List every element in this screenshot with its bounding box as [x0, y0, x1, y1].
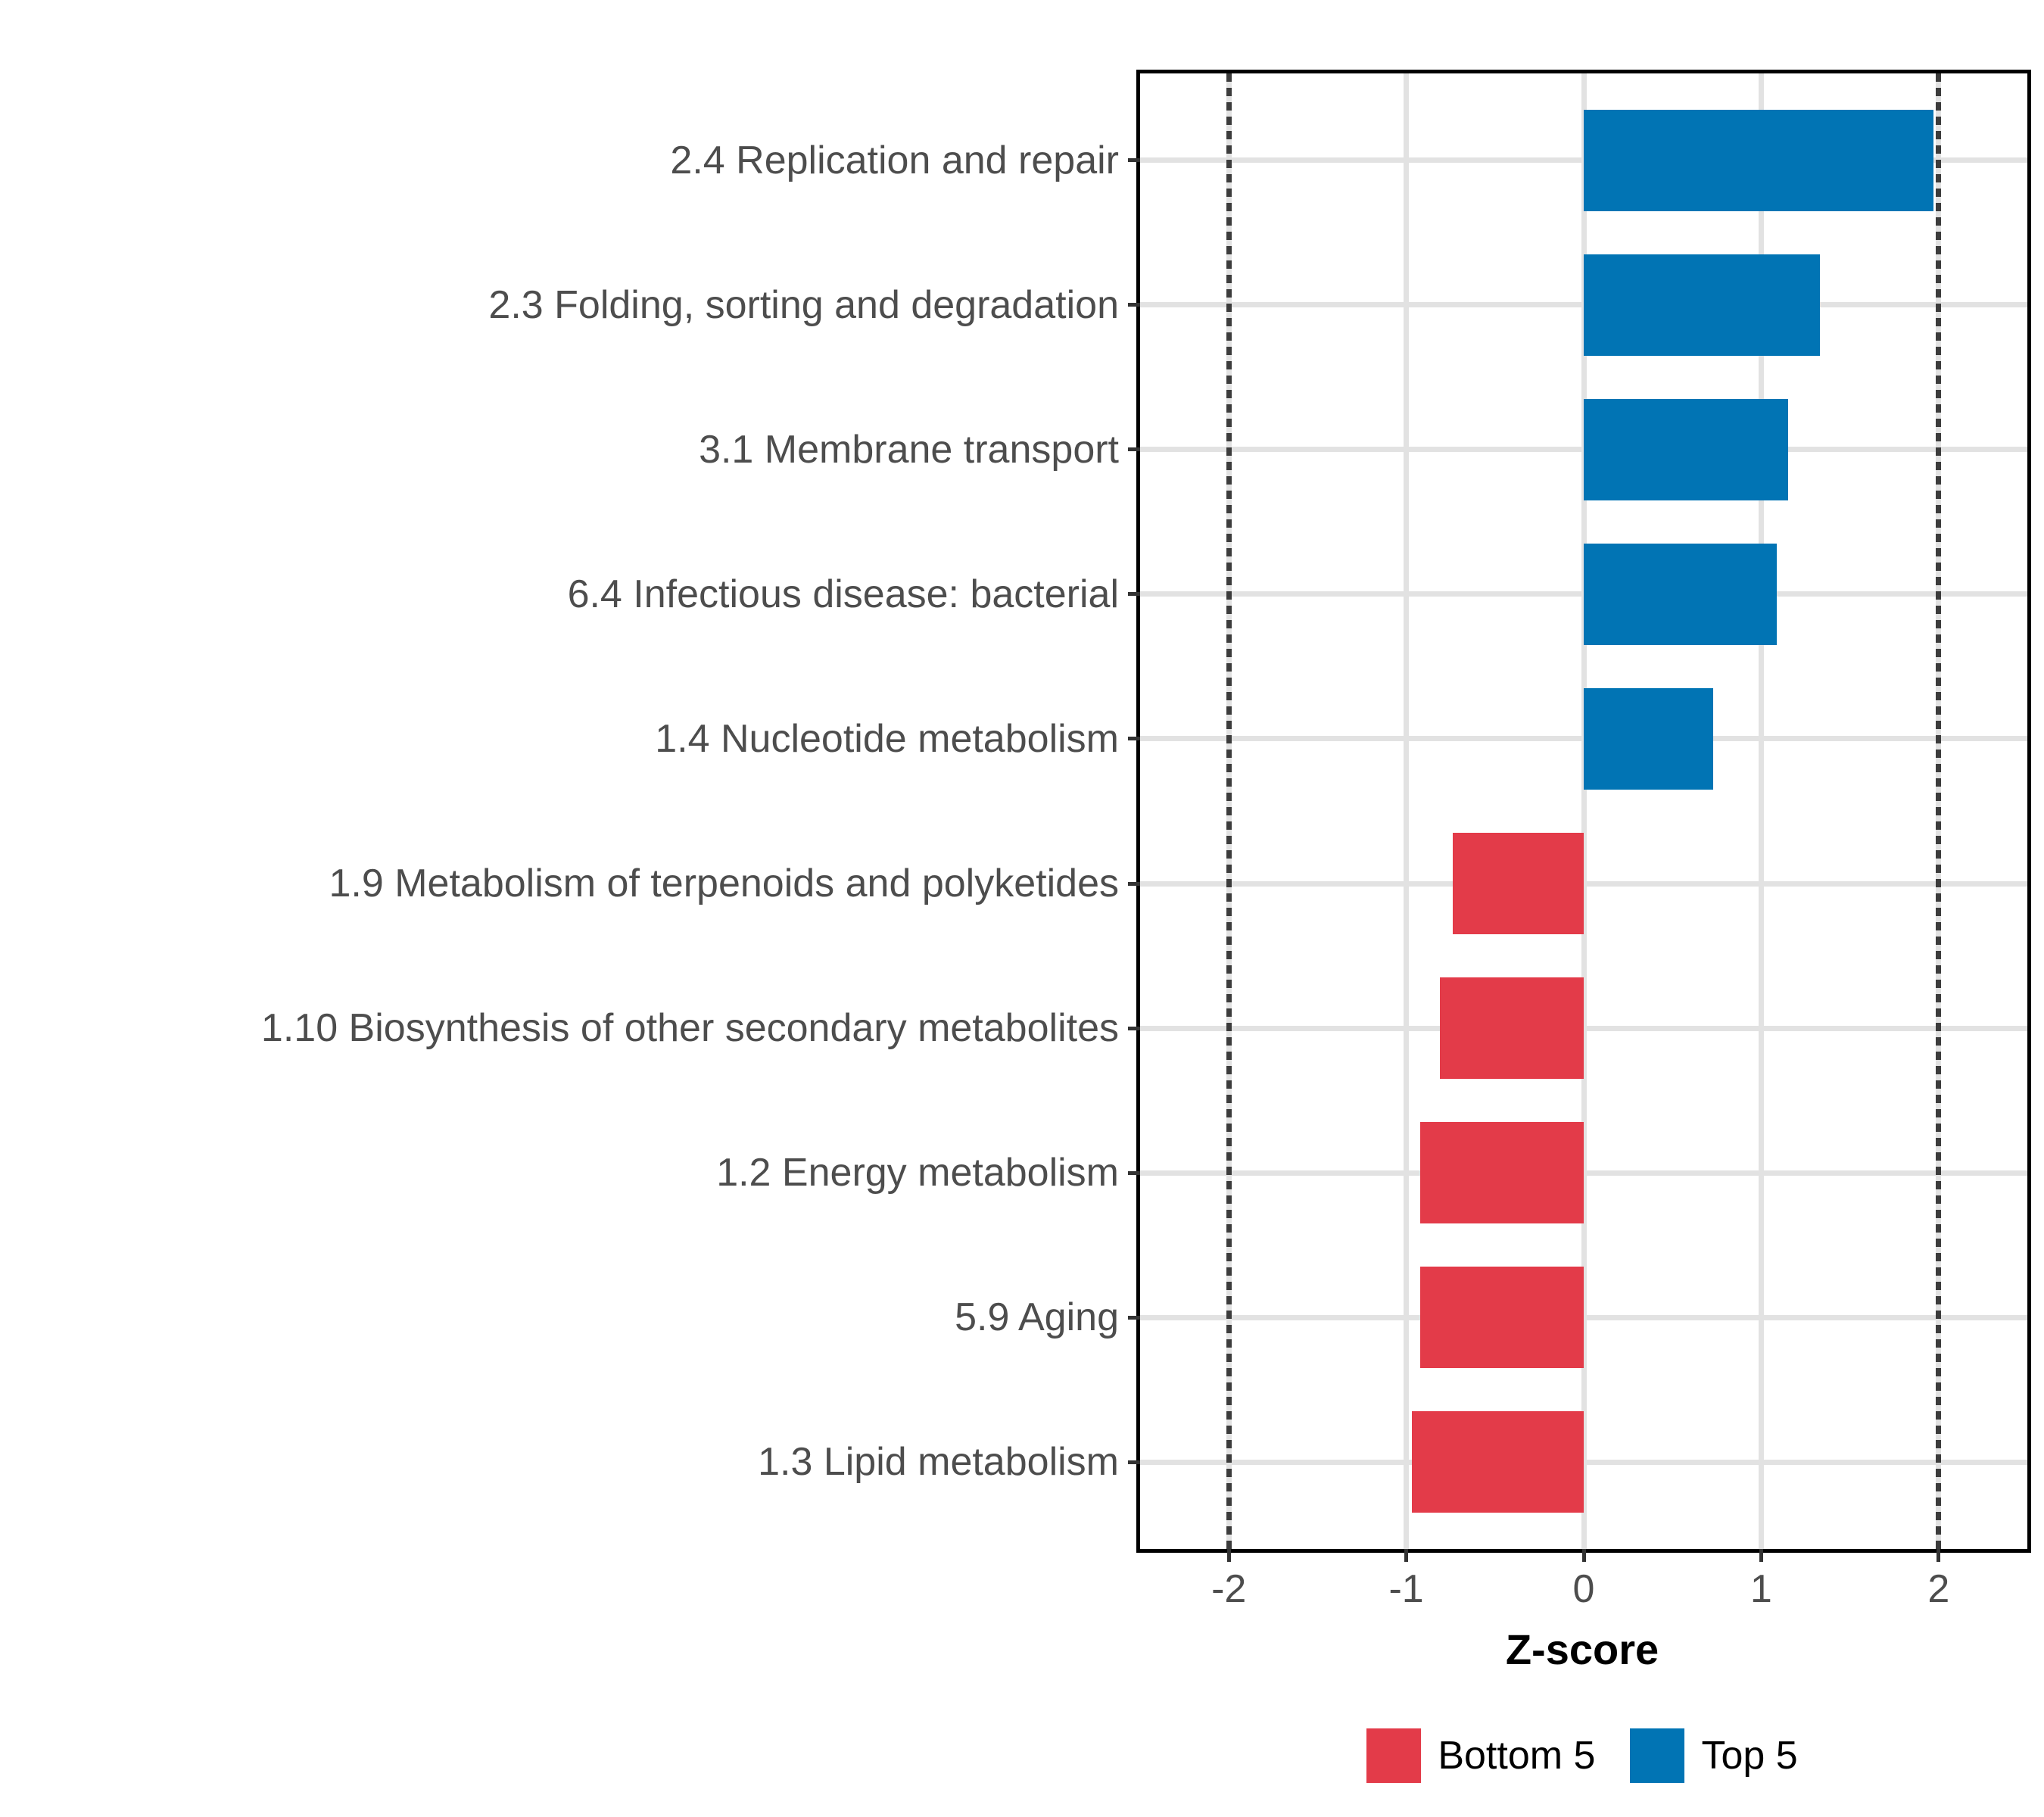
y-axis-tick [1128, 1315, 1140, 1320]
y-axis-tick [1128, 1170, 1140, 1175]
bar [1440, 977, 1584, 1079]
bar [1584, 398, 1788, 500]
category-label: 1.3 Lipid metabolism [758, 1440, 1119, 1485]
gridline-horizontal [1140, 1459, 2027, 1465]
gridline-vertical [1758, 73, 1764, 1549]
category-label: 2.4 Replication and repair [670, 138, 1119, 182]
gridline-vertical [1581, 73, 1587, 1549]
x-axis-tick [1759, 1549, 1763, 1562]
category-label: 6.4 Infectious disease: bacterial [567, 572, 1119, 616]
category-label: 3.1 Membrane transport [699, 427, 1119, 472]
reference-line [1936, 73, 1942, 1549]
category-label: 1.2 Energy metabolism [716, 1151, 1119, 1195]
y-axis-tick [1128, 1460, 1140, 1464]
bar [1584, 688, 1714, 790]
x-tick-label: -2 [1211, 1567, 1247, 1611]
reference-line [1226, 73, 1232, 1549]
bar [1420, 1122, 1584, 1224]
y-axis-tick [1128, 303, 1140, 307]
category-label: 1.10 Biosynthesis of other secondary met… [260, 1006, 1119, 1051]
bar [1420, 1267, 1584, 1369]
gridline-vertical [1404, 73, 1410, 1549]
gridline-horizontal [1140, 1170, 2027, 1176]
bar [1411, 1411, 1584, 1513]
y-axis-tick [1128, 881, 1140, 886]
gridline-horizontal [1140, 880, 2027, 887]
x-axis-tick [1404, 1549, 1409, 1562]
x-tick-label: 2 [1927, 1567, 1950, 1611]
x-tick-label: 1 [1750, 1567, 1772, 1611]
legend-swatch-bottom5 [1366, 1728, 1422, 1783]
category-label: 2.3 Folding, sorting and degradation [488, 282, 1119, 327]
plot-panel-border [1136, 70, 2031, 1553]
y-axis-tick [1128, 1026, 1140, 1030]
legend-label: Bottom 5 [1438, 1734, 1596, 1778]
y-axis-tick [1128, 737, 1140, 741]
category-label: 1.4 Nucleotide metabolism [655, 716, 1119, 761]
category-label: 1.9 Metabolism of terpenoids and polyket… [329, 862, 1119, 906]
bar [1452, 833, 1584, 934]
y-axis-tick [1128, 592, 1140, 597]
x-axis-title: Z-score [1505, 1625, 1659, 1673]
y-axis-tick [1128, 447, 1140, 452]
x-tick-label: -1 [1388, 1567, 1424, 1611]
x-axis-tick [1581, 1549, 1586, 1562]
x-axis-tick [1226, 1549, 1231, 1562]
legend: Bottom 5 Top 5 [1136, 1728, 2028, 1784]
bar [1584, 544, 1778, 645]
gridline-horizontal [1140, 1314, 2027, 1320]
x-tick-label: 0 [1572, 1567, 1595, 1611]
bar [1584, 254, 1820, 356]
legend-item: Bottom 5 [1366, 1728, 1595, 1783]
y-axis-tick [1128, 158, 1140, 163]
legend-swatch-top5 [1630, 1728, 1685, 1783]
category-label: 5.9 Aging [955, 1295, 1119, 1340]
legend-item: Top 5 [1630, 1728, 1798, 1783]
x-axis-tick [1937, 1549, 1941, 1562]
bar [1584, 109, 1933, 211]
legend-label: Top 5 [1701, 1734, 1798, 1778]
gridline-horizontal [1140, 1025, 2027, 1031]
